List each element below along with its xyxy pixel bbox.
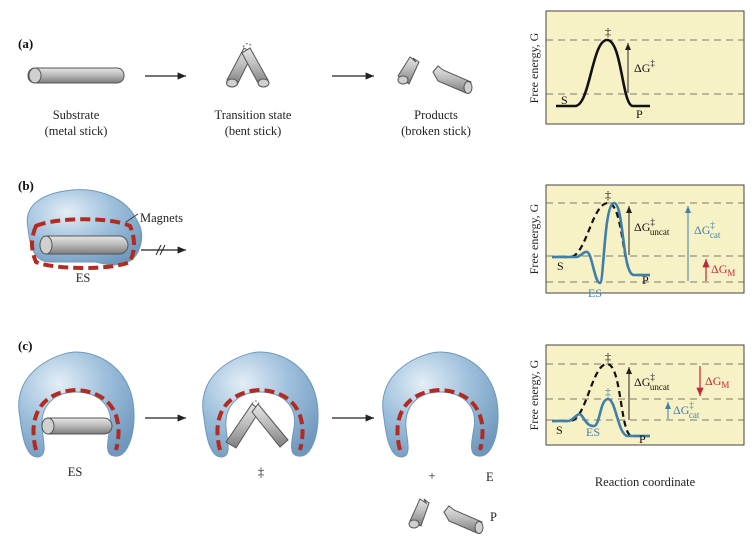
graph-c-dg-m-sub: M [721,380,729,390]
graph-b-dagger: ‡ [605,188,611,202]
svg-text:ΔG‡: ΔG‡ [634,58,655,75]
graph-b-dg-uncat-sub: uncat [650,227,670,237]
graph-a-ylabel: Free energy, G [527,32,541,103]
graph-c-dg-cat: ΔG [673,403,690,417]
graph-c-dg-uncat-sub: uncat [650,382,670,392]
graph-c-es: ES [586,425,600,439]
panel-a-label: (a) [18,36,33,51]
graph-c-dg-uncat-sup: ‡ [650,372,655,382]
graph-b-dg-m: ΔG [711,262,728,276]
substrate-stick [27,67,125,84]
panel-c-label: (c) [18,338,32,353]
graph-c-dg-m: ΔG [705,374,722,388]
enzyme-es-b [26,189,143,270]
graph-a-dg-sup: ‡ [650,58,655,68]
graph-c-ylabel: Free energy, G [527,359,541,430]
plus-label: + [428,469,435,483]
substrate-in-enzyme-b [39,235,129,255]
graph-c-cat-curve [552,397,650,438]
es-label-b: ES [76,271,91,285]
graph-a-p: P [636,107,643,121]
svg-text:ΔG‡cat: ΔG‡ cat [694,220,721,240]
panel-b-label: (b) [18,178,34,193]
graph-a-dagger: ‡ [605,25,611,39]
enzyme-free-c [382,351,499,458]
graph-b-dg-cat-sub: cat [710,230,721,240]
graph-b-dg-cat: ΔG [694,223,711,237]
graph-a-dg: ΔG [634,61,651,75]
graph-c-dagger-uncat: ‡ [605,350,611,364]
graph-b-dg-m-sub: M [727,268,735,278]
broken-stick [397,56,473,94]
substrate-label: Substrate [53,108,100,122]
graph-c: ‡ ‡ ΔG‡ uncat ΔG‡ cat ΔGM S P ES Free ener… [527,344,745,446]
svg-text:ΔG‡uncat: ΔG‡ uncat [634,217,670,237]
svg-text:ΔG‡cat: ΔG‡ cat [673,400,700,420]
transition-note: (bent stick) [225,124,282,138]
graph-b-dg-cat-sup: ‡ [710,220,715,230]
graph-c-dg-cat-sup: ‡ [689,400,694,410]
es-label-c: ES [68,465,83,479]
magnets-label: Magnets [140,211,183,225]
bent-stick [226,43,270,88]
xlabel: Reaction coordinate [595,475,696,489]
graph-c-dg-uncat: ΔG [634,375,651,389]
graph-b-es: ES [588,286,602,300]
graph-a-curve [556,38,650,108]
graph-b-dg-uncat-sup: ‡ [650,217,655,227]
substrate-note: (metal stick) [45,124,108,138]
blocked-mark-1 [155,244,162,256]
magnets-pointer [125,213,139,223]
graph-b-s: S [557,259,564,273]
graph-b-p: P [642,273,649,287]
graph-a-s: S [561,93,568,107]
graph-a: ‡ ΔG‡ S P Free energy, G [527,10,745,125]
svg-text:ΔGM: ΔGM [705,374,729,390]
products-c [408,498,484,534]
graph-b: ‡ ΔG‡ uncat ΔG‡ cat ΔGM S P ES Free energy… [527,184,745,300]
enzyme-ts-c [202,351,319,458]
graph-c-dagger-cat: ‡ [605,385,611,399]
p-label-c: P [490,510,497,524]
svg-text:ΔG‡uncat: ΔG‡ uncat [634,372,670,392]
products-note: (broken stick) [401,124,471,138]
graph-b-ylabel: Free energy, G [527,203,541,274]
e-label: E [486,470,494,484]
ts-dagger-label: ‡ [258,465,264,479]
svg-text:ΔGM: ΔGM [711,262,735,278]
graph-c-dg-cat-sub: cat [689,410,700,420]
transition-label: Transition state [215,108,292,122]
graph-c-frame [545,344,745,446]
products-label: Products [414,108,458,122]
graph-c-p: P [639,432,646,446]
graph-b-dg-uncat: ΔG [634,220,651,234]
blocked-mark-2 [159,244,166,256]
magnets-b [30,217,136,270]
graph-b-cat-curve [552,201,650,285]
enzyme-es-c [18,351,135,458]
graph-c-s: S [556,423,563,437]
